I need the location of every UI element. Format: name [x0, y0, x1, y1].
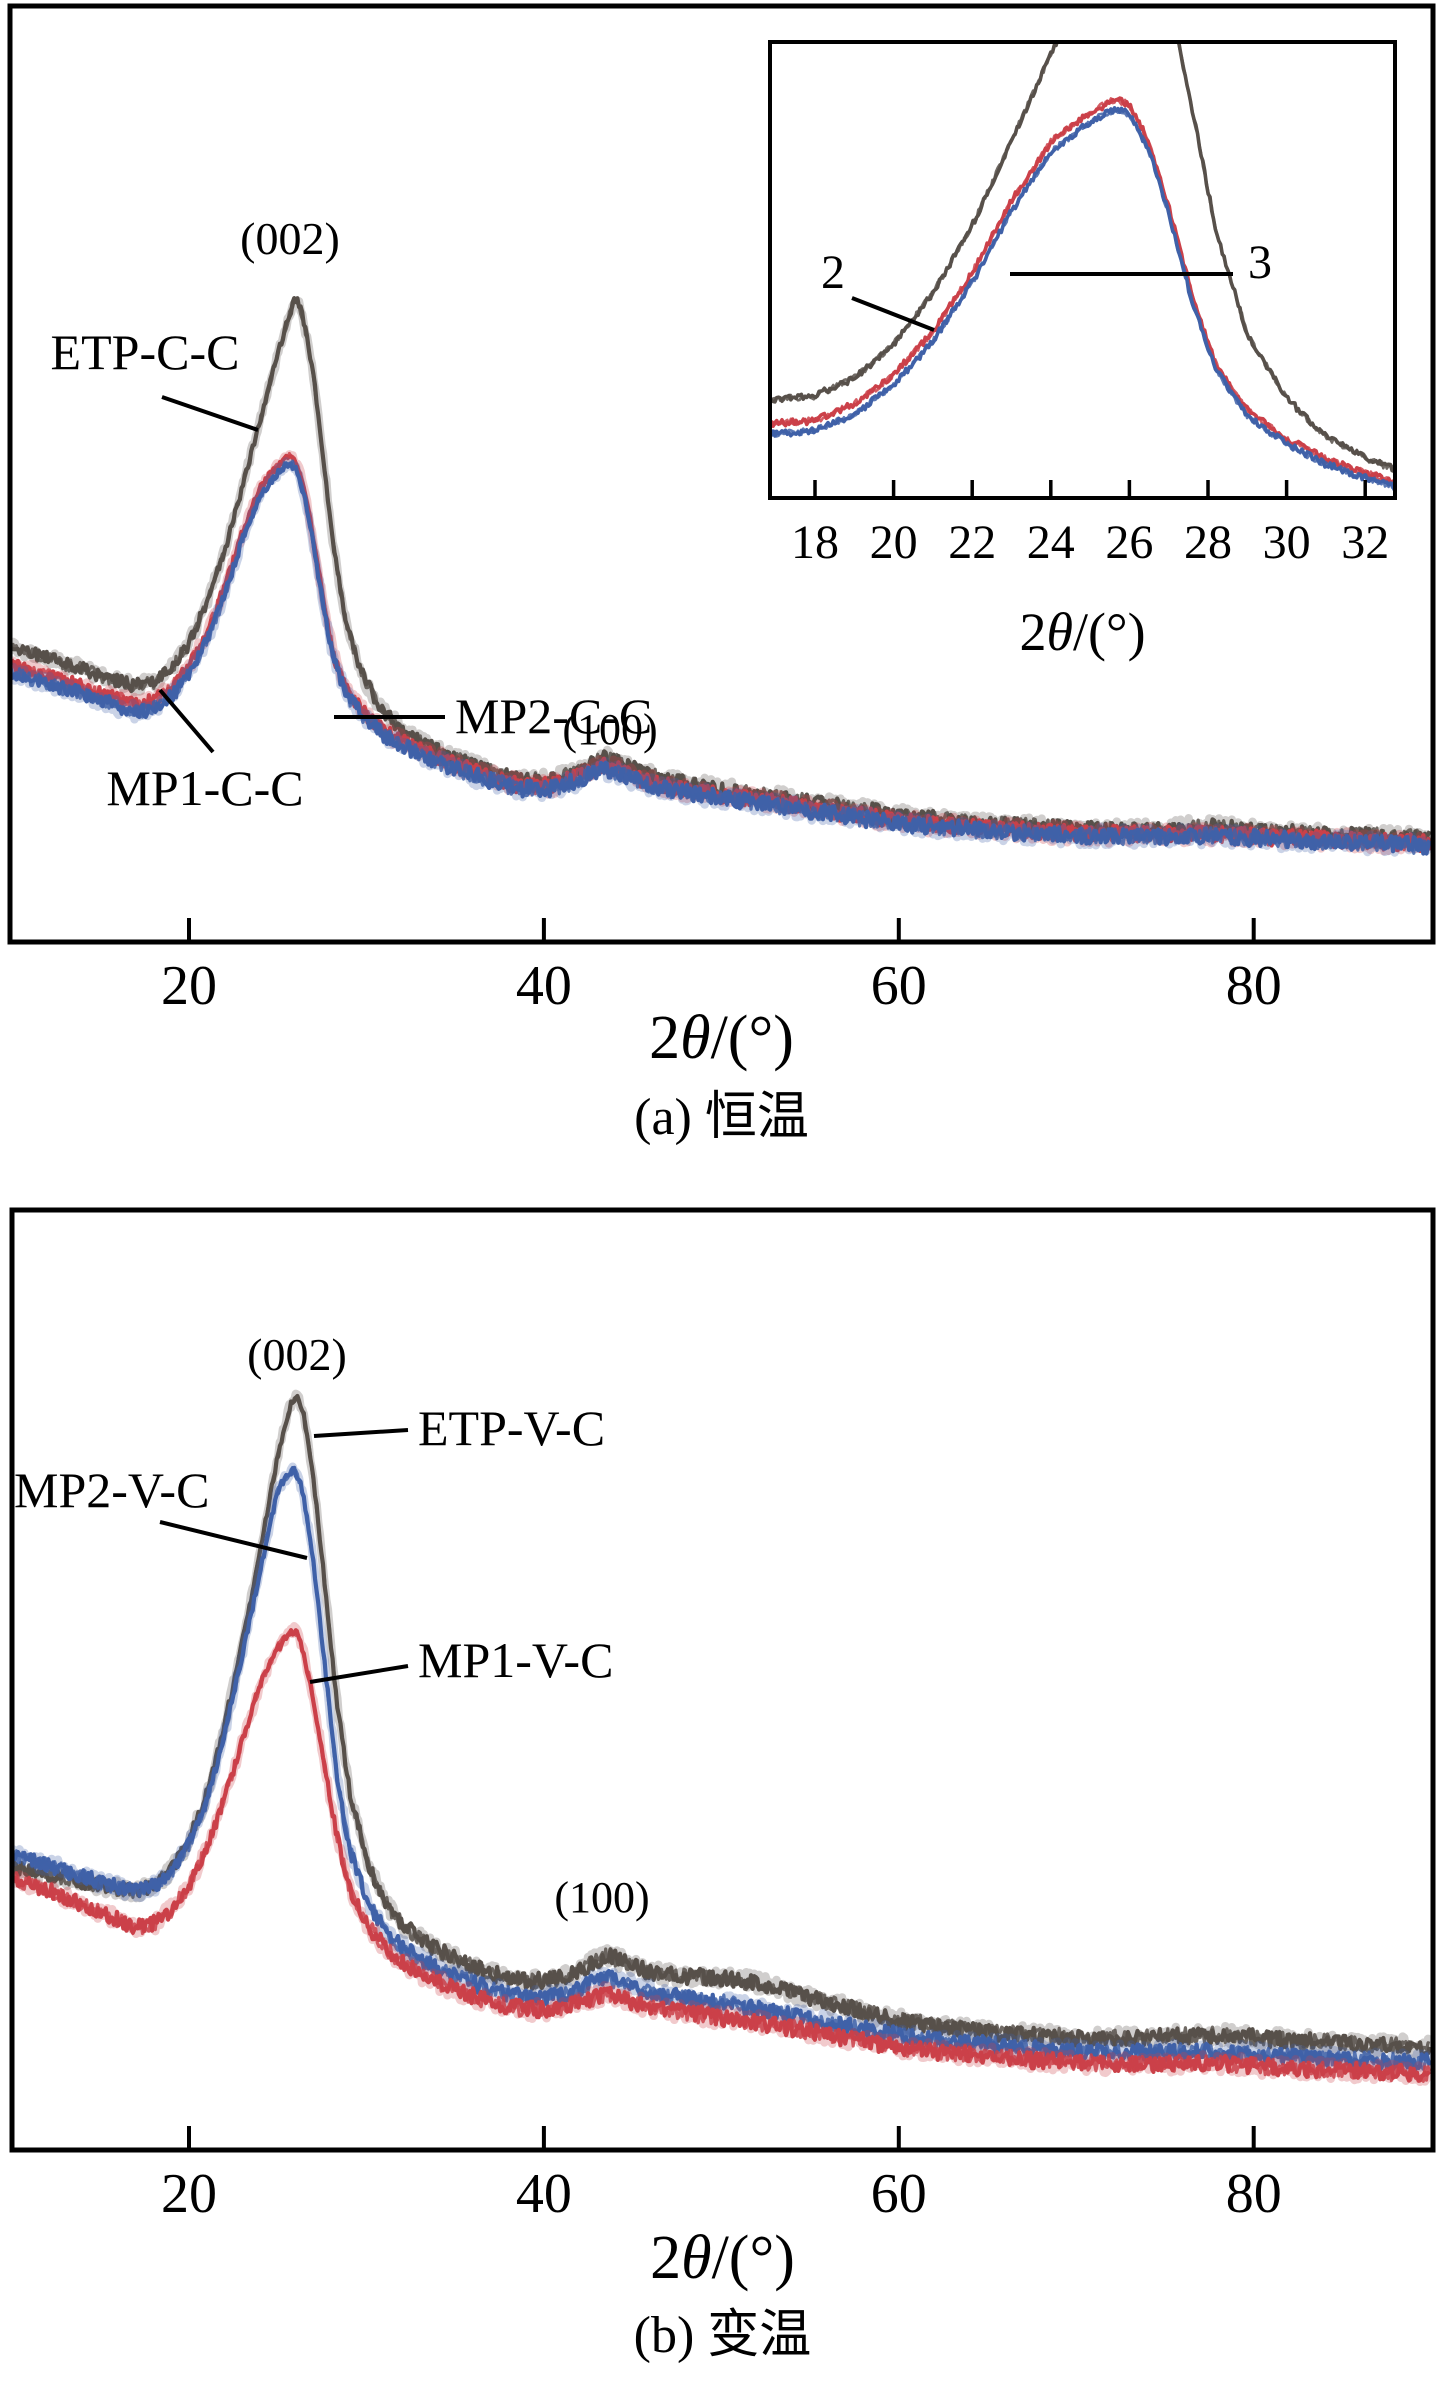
- caption-b: (b) 变温: [634, 2307, 812, 2364]
- x-tick-label-a-20: 20: [161, 955, 217, 1017]
- inset-x-tick-label-20: 20: [870, 516, 918, 569]
- annotation-3: 3: [1248, 236, 1272, 289]
- x-tick-label-b-80: 80: [1226, 2163, 1282, 2225]
- leader-line-ETP-V-C: [313, 1428, 409, 1438]
- x-tick-label-a-40: 40: [516, 955, 572, 1017]
- x-axis-label-b: 2θ/(°): [650, 2224, 795, 2292]
- curve-ETP-V-C-pass2: [12, 1395, 1431, 2055]
- annotation-ETP-C-C: ETP-C-C: [51, 324, 240, 380]
- curve-MP1-V-C-pass2: [12, 1629, 1432, 2083]
- inset-panel: 18 20 22 24 26 28 30 32 2θ/(°) 2 3: [768, 40, 1397, 662]
- inset-x-tick-label-18: 18: [791, 516, 839, 569]
- x-tick-label-a-60: 60: [871, 955, 927, 1017]
- leader-line-MP2-V-C: [159, 1520, 308, 1560]
- inset-plot-border: [768, 40, 1397, 500]
- x-axis-label-a: 2θ/(°): [649, 1004, 794, 1072]
- curve-MP2-C-C-pass2: [10, 459, 1430, 855]
- panel-b-plot-border: [9, 1207, 1436, 2153]
- annotation-(100): (100): [562, 705, 657, 754]
- annotation-MP1-C-C: MP1-C-C: [106, 760, 303, 816]
- inset-x-tick-label-32: 32: [1341, 516, 1389, 569]
- annotation-(100): (100): [554, 1873, 649, 1922]
- curve-MP2-C-C-inset-pass1: [770, 107, 1395, 489]
- annotation-MP2-V-C: MP2-V-C: [14, 1462, 209, 1518]
- curve-MP1-C-C-inset-pass1: [770, 97, 1395, 485]
- annotation-MP1-V-C: MP1-V-C: [418, 1632, 613, 1688]
- x-tick-label-b-60: 60: [871, 2163, 927, 2225]
- inset-x-axis-label: 2θ/(°): [1019, 602, 1145, 662]
- annotation-2: 2: [821, 246, 845, 299]
- inset-background: [770, 42, 1395, 498]
- panel-b: 20 40 60 80 2θ/(°) (b) 变温 (002) ETP-V-C MP2-V-C M…: [9, 1207, 1436, 2364]
- leader-line-MP1-V-C: [309, 1664, 409, 1684]
- inset-x-tick-label-30: 30: [1263, 516, 1311, 569]
- inset-x-tick-label-24: 24: [1027, 516, 1075, 569]
- inset-x-tick-label-22: 22: [948, 516, 996, 569]
- leader-line-MP1-C-C: [158, 688, 215, 754]
- leader-line-2: [851, 296, 935, 332]
- leader-line-ETP-C-C: [161, 395, 259, 432]
- x-tick-label-b-40: 40: [516, 2163, 572, 2225]
- x-tick-label-a-80: 80: [1226, 955, 1282, 1017]
- annotation-ETP-V-C: ETP-V-C: [418, 1400, 605, 1456]
- panel-a: 20 40 60 80 2θ/(°) (a) 恒温 (002) ETP-C-C MP2-C-C M…: [7, 3, 1436, 1146]
- inset-x-tick-label-26: 26: [1105, 516, 1153, 569]
- x-tick-label-b-20: 20: [161, 2163, 217, 2225]
- curve-ETP-C-C-inset-pass1: [770, 42, 1395, 472]
- annotation-MP2-C-C: MP2-C-C: [455, 688, 652, 744]
- caption-a: (a) 恒温: [634, 1089, 809, 1146]
- curve-MP2-V-C-pass2: [12, 1468, 1432, 2071]
- inset-x-tick-label-28: 28: [1184, 516, 1232, 569]
- annotation-(002): (002): [247, 1329, 347, 1380]
- annotation-(002): (002): [240, 213, 340, 264]
- panel-a-plot-border: [7, 3, 1436, 945]
